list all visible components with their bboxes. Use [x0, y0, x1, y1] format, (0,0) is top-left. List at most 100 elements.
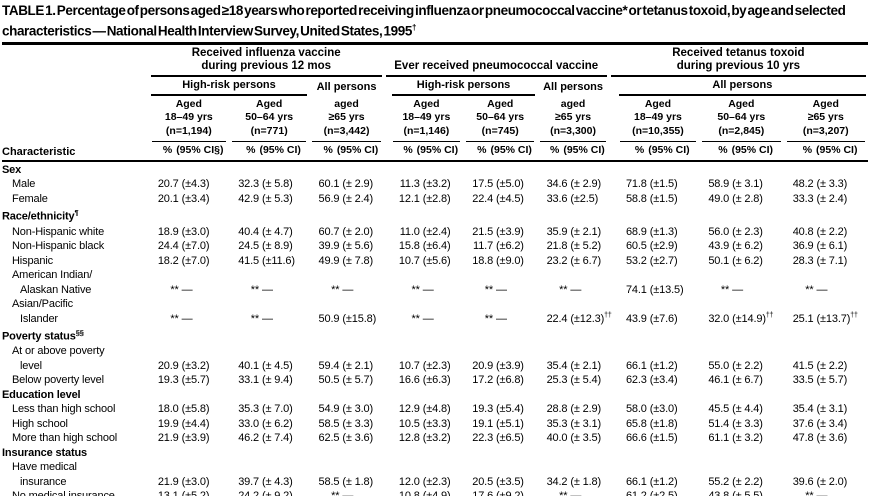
row-label: Female [12, 192, 48, 205]
value-cell: 37.6 (± 3.4) [792, 417, 848, 430]
value-cell: 19.1 (±5.1) [472, 417, 524, 430]
value-cell: **— [784, 489, 869, 496]
value-cell: 32.3 (± 5.8) [238, 178, 293, 191]
col-tetanus-50-64: Aged 50–64 yrs (n=2,845) [699, 96, 783, 142]
value-cell: 58.0 (±3.0) [625, 403, 678, 416]
table-row: High school 19.9 (±4.4) 33.0 (± 6.2) 58.5 (± 3… [2, 417, 868, 432]
table-body: Sex Male 20.7 (±4.3) 32.3 (± 5.8) 60.1 (± 2.9) 1… [2, 159, 868, 496]
value-cell: 33.5 (± 5.7) [792, 374, 848, 387]
pct-ci-row: % (95% CI§) % (95% CI) % (95% CI) % (95% CI)… [2, 142, 868, 160]
value-cell: 61.2(±2.5) [617, 489, 699, 496]
value-cell: **— [720, 283, 743, 296]
value-cell: 35.9 (± 2.1) [546, 225, 602, 238]
col-pneumo-18-49: Aged 18–49 yrs (n=1,146) [390, 96, 463, 142]
value-cell: 24.2(± 9.2) [229, 489, 309, 496]
value-cell: 18.0 (±5.8) [157, 403, 210, 416]
table-row: Non-Hispanic white 18.9 (±3.0) 40.4 (± 4.7) 6… [2, 225, 868, 240]
table-row: Male 20.7 (±4.3) 32.3 (± 5.8) 60.1 (± 2.9) 11.3… [2, 177, 868, 192]
value-cell: 20.7 (±4.3) [157, 178, 210, 191]
value-cell: **— [411, 283, 434, 296]
value-cell: 10.5 (±3.3) [398, 417, 451, 430]
table-row: Hispanic 18.2 (±7.0) 41.5 (±11.6) 49.9 (± 7.8)… [2, 254, 868, 269]
value-cell: 35.3 (± 7.0) [238, 403, 293, 416]
value-cell: 12.8 (±3.2) [398, 432, 451, 445]
value-cell: 46.1 (± 6.7) [708, 374, 763, 387]
column-gap [609, 344, 617, 373]
pneumococcal-allpersons-header: All persons [543, 80, 603, 93]
value-cell: 43.9 (±7.6) [625, 312, 678, 325]
value-cell: 11.0 (±2.4) [399, 225, 451, 238]
title-divider [2, 41, 868, 45]
value-cell: 24.5 (± 8.9) [238, 240, 293, 253]
column-gap [609, 417, 617, 432]
value-cell: 17.5 (±5.0) [472, 178, 524, 191]
value-cell: 62.3 (±3.4) [625, 374, 678, 387]
value-cell: 33.0 (± 6.2) [238, 417, 293, 430]
value-cell: 55.0 (± 2.2) [708, 359, 763, 372]
value-cell: 34.6 (± 2.9) [546, 178, 602, 191]
value-cell: 66.6 (±1.5) [625, 432, 678, 445]
pctci-header: % (95% CI) [323, 143, 379, 156]
section-label: Poverty status§§ [2, 328, 84, 343]
age-column-row: Aged 18–49 yrs (n=1,194) Aged 50–64 yrs (n=7… [2, 96, 868, 142]
section-label: Race/ethnicity¶ [2, 208, 79, 224]
table-row: Asian/Pacific Islander ** — ** — 50.9 (±15.8) **… [2, 297, 868, 326]
table-row: At or above poverty level 20.9 (±3.2) 40.1 (±… [2, 344, 868, 373]
col-influenza-50-64: Aged 50–64 yrs (n=771) [229, 96, 309, 142]
column-gap [609, 239, 617, 254]
table-row: Less than high school 18.0 (±5.8) 35.3 (± 7.… [2, 402, 868, 417]
tetanus-group-header: Received tetanus toxoid during previous 1… [609, 47, 868, 78]
value-cell: 40.1 (± 4.5) [238, 359, 293, 372]
value-cell: 55.2 (± 2.2) [708, 475, 763, 488]
value-cell: 18.9 (±3.0) [157, 225, 210, 238]
value-cell: 21.8 (± 5.2) [546, 240, 602, 253]
value-cell: 25.3 (± 5.4) [546, 374, 602, 387]
value-cell: 24.4 (±7.0) [157, 240, 210, 253]
value-cell: 19.9 (±4.4) [157, 417, 210, 430]
value-cell: **— [170, 283, 193, 296]
value-cell: **— [484, 312, 507, 325]
row-label: Asian/Pacific Islander [12, 298, 74, 325]
section-row: Insurance status [2, 446, 868, 461]
pctci-header: % (95% CI) [718, 143, 774, 156]
column-gap [609, 489, 617, 496]
value-cell: 39.7 (± 4.3) [238, 475, 293, 488]
table-row: American Indian/Alaskan Native ** — ** — ** — *… [2, 268, 868, 297]
subgroup-row: High-risk persons All persons High-risk … [2, 78, 868, 96]
value-cell: 61.1 (± 3.2) [708, 432, 763, 445]
value-cell: 49.0 (± 2.8) [708, 192, 763, 205]
pctci-header: % (95% CI) [403, 143, 459, 156]
row-label: More than high school [12, 432, 118, 445]
table-row: No medical insurance13.1(±5.2)24.2(± 9.2… [2, 489, 868, 496]
value-cell: 50.5 (± 5.7) [318, 374, 374, 387]
value-cell: 20.5 (±3.5) [472, 475, 524, 488]
value-cell: 71.8 (±1.5) [625, 178, 678, 191]
value-cell: 60.1 (± 2.9) [318, 178, 374, 191]
value-cell: 49.9 (± 7.8) [318, 254, 374, 267]
table-title: TABLE 1. Percentage of persons aged ≥18 … [2, 2, 868, 42]
value-cell: 13.1(±5.2) [149, 489, 229, 496]
value-cell: 17.6(±9.2) [463, 489, 537, 496]
value-cell: 42.9 (± 5.3) [238, 192, 293, 205]
value-cell: 32.0 (±14.9)†† [708, 311, 774, 325]
value-cell: 59.4 (± 2.1) [318, 359, 374, 372]
value-cell: **— [250, 312, 273, 325]
value-cell: 41.5 (±11.6) [238, 254, 295, 267]
column-gap [609, 460, 617, 489]
pctci-header: % (95% CI§) [162, 143, 224, 156]
row-label: Below poverty level [12, 374, 104, 387]
value-cell: 50.1 (± 6.2) [708, 254, 763, 267]
pctci-header: % (95% CI) [549, 143, 605, 156]
row-label: Less than high school [12, 403, 116, 416]
value-cell: 20.9 (±3.9) [472, 359, 524, 372]
tetanus-allpersons-header: All persons [617, 78, 868, 96]
section-label: Sex [2, 159, 868, 178]
value-cell: 20.9 (±3.2) [157, 359, 210, 372]
value-cell: **— [411, 312, 434, 325]
column-gap [609, 177, 617, 192]
table-row: Non-Hispanic black 24.4 (±7.0) 24.5 (± 8.9) 3… [2, 239, 868, 254]
value-cell: 28.8 (± 2.9) [546, 403, 602, 416]
table-row: More than high school 21.9 (±3.9) 46.2 (± 7.… [2, 431, 868, 446]
row-label: Hispanic [12, 254, 53, 267]
value-cell: 45.5 (± 4.4) [708, 403, 763, 416]
